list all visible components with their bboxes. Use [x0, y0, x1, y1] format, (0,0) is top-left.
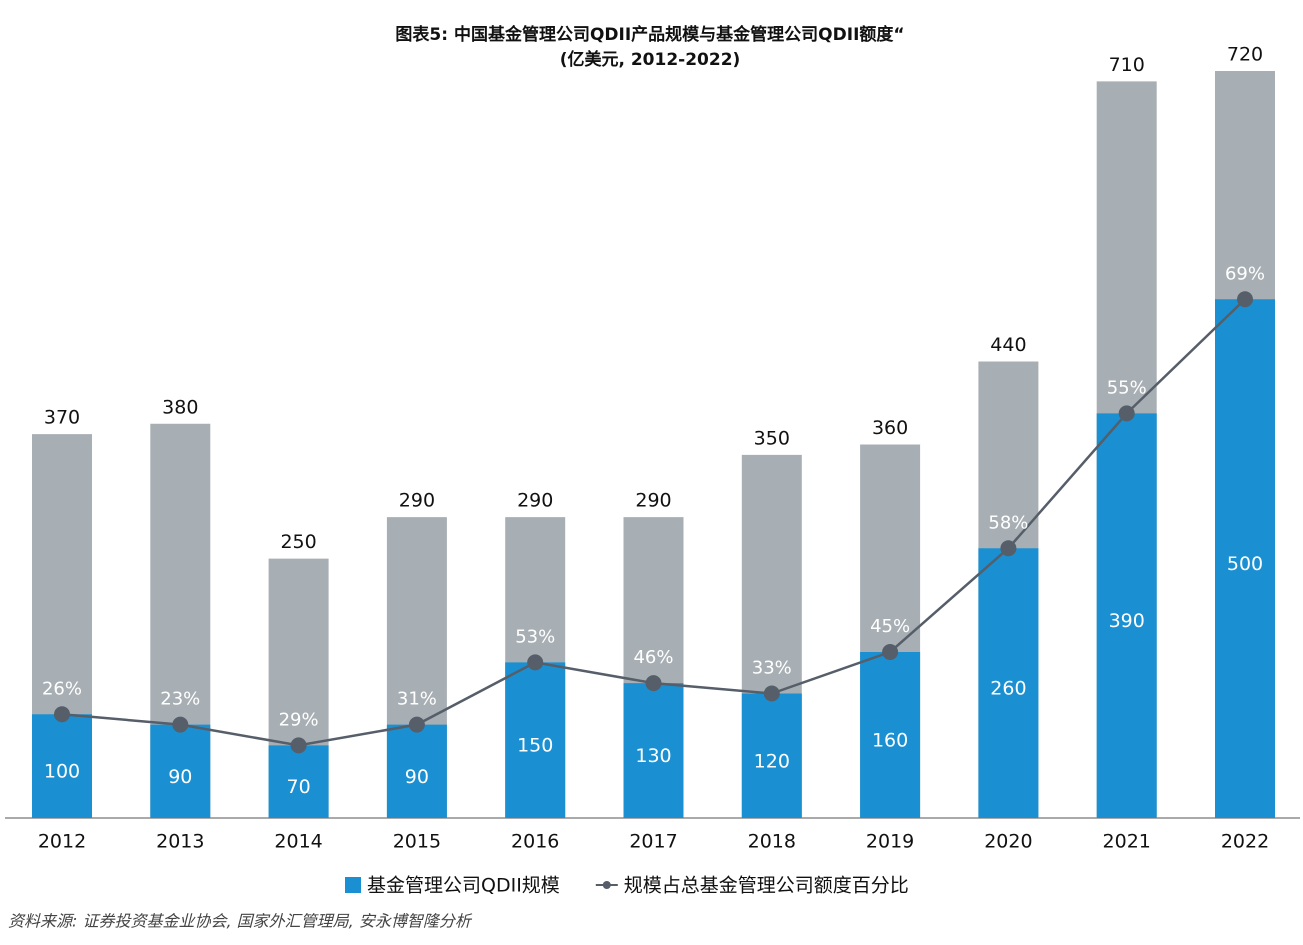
x-tick-label: 2019 [866, 831, 914, 853]
total-label: 250 [280, 531, 316, 553]
line-dot [1000, 540, 1017, 557]
x-tick-label: 2017 [629, 831, 677, 853]
line-dot [527, 654, 544, 671]
percent-label: 26% [42, 678, 82, 699]
x-tick-label: 2016 [511, 831, 559, 853]
percent-label: 58% [988, 512, 1028, 533]
x-tick-label: 2015 [393, 831, 441, 853]
total-label: 380 [162, 396, 198, 418]
source: 资料来源: 证券投资基金业协会, 国家外汇管理局, 安永博智隆分析 [8, 912, 473, 931]
percent-label: 23% [160, 689, 200, 710]
bar [268, 745, 329, 818]
total-label: 290 [635, 490, 671, 512]
value-label: 500 [1227, 553, 1263, 575]
line-dot [1118, 405, 1135, 422]
legend-dot [602, 881, 611, 889]
value-label: 90 [168, 766, 192, 788]
bar [386, 724, 447, 818]
percent-label: 29% [279, 709, 319, 730]
line-dot [763, 685, 780, 702]
line-dot [172, 716, 189, 733]
chart-title: 图表5: 中国基金管理公司QDII产品规模与基金管理公司QDII额度“ [395, 24, 904, 45]
value-label: 260 [990, 678, 1026, 700]
line-dot [1237, 291, 1253, 308]
chart-subtitle: (亿美元, 2012-2022) [560, 49, 741, 70]
value-label: 100 [44, 761, 80, 783]
percent-label: 53% [515, 626, 555, 647]
value-label: 150 [517, 735, 553, 757]
line-dot [645, 675, 662, 692]
value-label: 70 [287, 776, 311, 798]
legend-label: 基金管理公司QDII规模 [367, 875, 560, 897]
bar [978, 548, 1039, 818]
total-label: 290 [399, 490, 435, 512]
x-tick-label: 2022 [1221, 831, 1269, 853]
total-label: 360 [872, 417, 908, 439]
percent-label: 55% [1107, 377, 1147, 398]
line-dot [290, 737, 307, 754]
value-label: 120 [754, 750, 790, 772]
line-dot [882, 644, 899, 660]
total-label: 710 [1109, 54, 1145, 76]
x-tick-label: 2014 [274, 831, 322, 853]
legend-label: 规模占总基金管理公司额度百分比 [624, 875, 909, 897]
percent-label: 31% [397, 689, 437, 710]
value-label: 160 [872, 730, 908, 752]
line-dot [408, 716, 425, 733]
bar [505, 662, 566, 818]
percent-label: 45% [870, 616, 910, 637]
percent-label: 33% [752, 658, 792, 679]
value-label: 90 [405, 766, 429, 788]
value-label: 130 [635, 745, 671, 767]
x-tick-label: 2012 [38, 831, 86, 853]
bar [150, 724, 211, 818]
x-tick-label: 2018 [748, 831, 796, 853]
bar [741, 693, 802, 818]
value-label: 390 [1109, 610, 1145, 632]
bar [1215, 299, 1275, 818]
total-label: 370 [44, 407, 80, 429]
bar [1096, 413, 1157, 818]
bar [860, 652, 921, 818]
bar [32, 714, 92, 818]
total-label: 290 [517, 490, 553, 512]
bar [623, 683, 684, 818]
percent-label: 46% [633, 647, 673, 668]
percent-label: 69% [1225, 263, 1265, 284]
x-tick-label: 2021 [1103, 831, 1151, 853]
x-tick-label: 2013 [156, 831, 204, 853]
total-label: 440 [990, 334, 1026, 356]
total-label: 720 [1227, 44, 1263, 66]
x-tick-label: 2020 [984, 831, 1032, 853]
line-dot [54, 706, 70, 723]
total-label: 350 [754, 427, 790, 449]
legend-swatch [345, 877, 361, 893]
